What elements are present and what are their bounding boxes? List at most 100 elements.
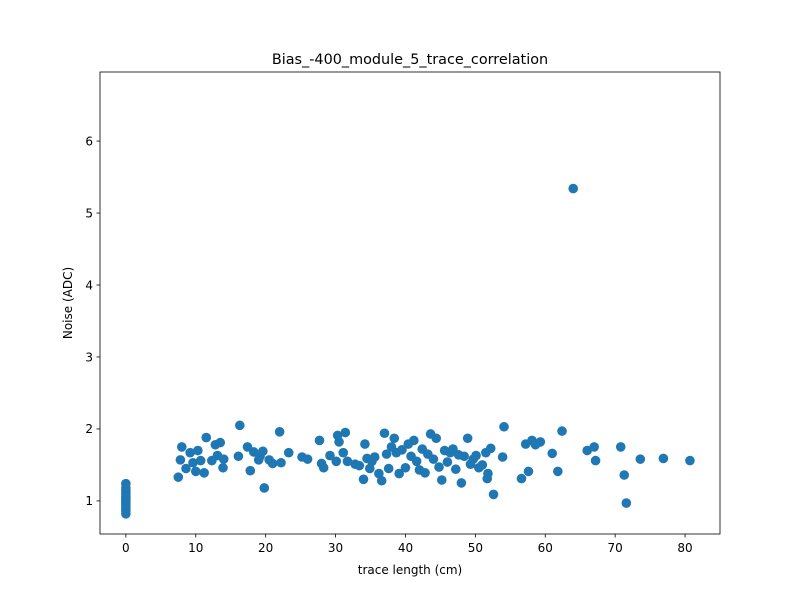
data-point bbox=[314, 435, 325, 446]
data-point bbox=[181, 463, 191, 474]
data-point bbox=[369, 452, 380, 462]
data-point bbox=[442, 457, 453, 467]
data-point bbox=[535, 437, 546, 447]
data-point bbox=[199, 468, 209, 478]
data-point bbox=[485, 443, 496, 454]
data-point bbox=[462, 433, 473, 444]
data-point bbox=[450, 464, 461, 475]
data-point bbox=[342, 456, 353, 467]
data-point bbox=[379, 428, 390, 439]
data-point bbox=[459, 451, 469, 462]
x-tick-label: 10 bbox=[188, 541, 203, 555]
data-point bbox=[590, 455, 601, 466]
y-tick-label: 2 bbox=[85, 422, 93, 436]
y-tick-label: 4 bbox=[85, 278, 93, 292]
data-point bbox=[589, 442, 599, 452]
data-point bbox=[553, 466, 563, 477]
data-point bbox=[547, 448, 558, 459]
data-point bbox=[358, 474, 369, 485]
data-point bbox=[325, 450, 335, 461]
chart-title: Bias_-400_module_5_trace_correlation bbox=[272, 52, 548, 68]
y-tick-label: 3 bbox=[85, 350, 93, 364]
data-point bbox=[334, 437, 344, 447]
data-point bbox=[185, 447, 195, 458]
data-point bbox=[193, 445, 203, 456]
data-point bbox=[235, 420, 245, 431]
data-point bbox=[477, 460, 488, 470]
data-point bbox=[437, 475, 447, 485]
data-point bbox=[188, 457, 198, 468]
y-tick-label: 1 bbox=[85, 494, 93, 508]
data-point bbox=[499, 421, 509, 432]
data-point bbox=[621, 498, 632, 508]
data-point bbox=[276, 457, 286, 468]
data-point bbox=[516, 473, 527, 484]
data-point bbox=[411, 456, 422, 467]
data-point bbox=[685, 455, 695, 466]
x-tick-label: 0 bbox=[122, 541, 130, 555]
data-point bbox=[615, 442, 626, 452]
x-tick-label: 30 bbox=[328, 541, 343, 555]
data-point bbox=[374, 468, 384, 479]
y-axis-ticks: 1 2 3 4 5 6 bbox=[85, 134, 100, 508]
data-point bbox=[175, 455, 186, 465]
data-point bbox=[354, 460, 365, 471]
data-point bbox=[259, 483, 270, 493]
data-points bbox=[121, 183, 695, 519]
data-point bbox=[383, 463, 394, 474]
data-point bbox=[409, 435, 419, 446]
data-point bbox=[340, 427, 351, 438]
y-tick-label: 6 bbox=[85, 134, 93, 148]
plot-area-frame bbox=[99, 71, 721, 535]
data-point bbox=[190, 466, 201, 477]
data-point bbox=[497, 452, 508, 462]
data-point bbox=[302, 454, 313, 464]
data-point bbox=[215, 437, 226, 448]
data-point bbox=[619, 470, 630, 480]
data-point bbox=[428, 454, 439, 464]
data-point bbox=[176, 442, 187, 452]
data-point bbox=[635, 454, 646, 464]
data-point bbox=[394, 468, 404, 479]
x-tick-label: 20 bbox=[258, 541, 273, 555]
x-tick-label: 60 bbox=[538, 541, 553, 555]
data-point bbox=[376, 475, 387, 486]
data-point bbox=[245, 465, 256, 476]
data-point bbox=[218, 454, 229, 464]
data-point bbox=[283, 447, 294, 458]
data-point bbox=[397, 445, 407, 455]
data-point bbox=[318, 462, 329, 473]
data-point bbox=[360, 439, 370, 449]
data-point bbox=[218, 462, 228, 473]
data-point bbox=[267, 458, 278, 469]
data-point bbox=[658, 453, 669, 464]
y-tick-label: 5 bbox=[85, 206, 93, 220]
x-tick-label: 80 bbox=[677, 541, 692, 555]
y-axis-label: Noise (ADC) bbox=[61, 267, 75, 339]
data-point bbox=[173, 472, 184, 482]
x-tick-label: 40 bbox=[398, 541, 413, 555]
data-point bbox=[431, 433, 442, 444]
data-point bbox=[195, 455, 206, 466]
x-tick-label: 50 bbox=[468, 541, 483, 555]
data-point bbox=[233, 451, 244, 462]
x-axis-label: trace length (cm) bbox=[358, 563, 463, 577]
data-point bbox=[331, 456, 342, 467]
data-point bbox=[274, 427, 285, 437]
data-point bbox=[482, 473, 493, 484]
x-tick-label: 70 bbox=[608, 541, 623, 555]
data-point bbox=[389, 433, 400, 444]
data-point bbox=[523, 466, 534, 477]
data-point bbox=[471, 450, 481, 461]
data-point bbox=[568, 183, 579, 194]
data-point bbox=[557, 426, 567, 436]
data-point bbox=[381, 449, 392, 459]
data-point bbox=[400, 462, 411, 473]
data-point bbox=[456, 478, 467, 488]
x-axis-ticks: 0 10 20 30 40 50 60 70 80 bbox=[122, 534, 693, 555]
data-point bbox=[488, 489, 499, 500]
data-point bbox=[434, 462, 444, 472]
data-point bbox=[201, 432, 212, 443]
